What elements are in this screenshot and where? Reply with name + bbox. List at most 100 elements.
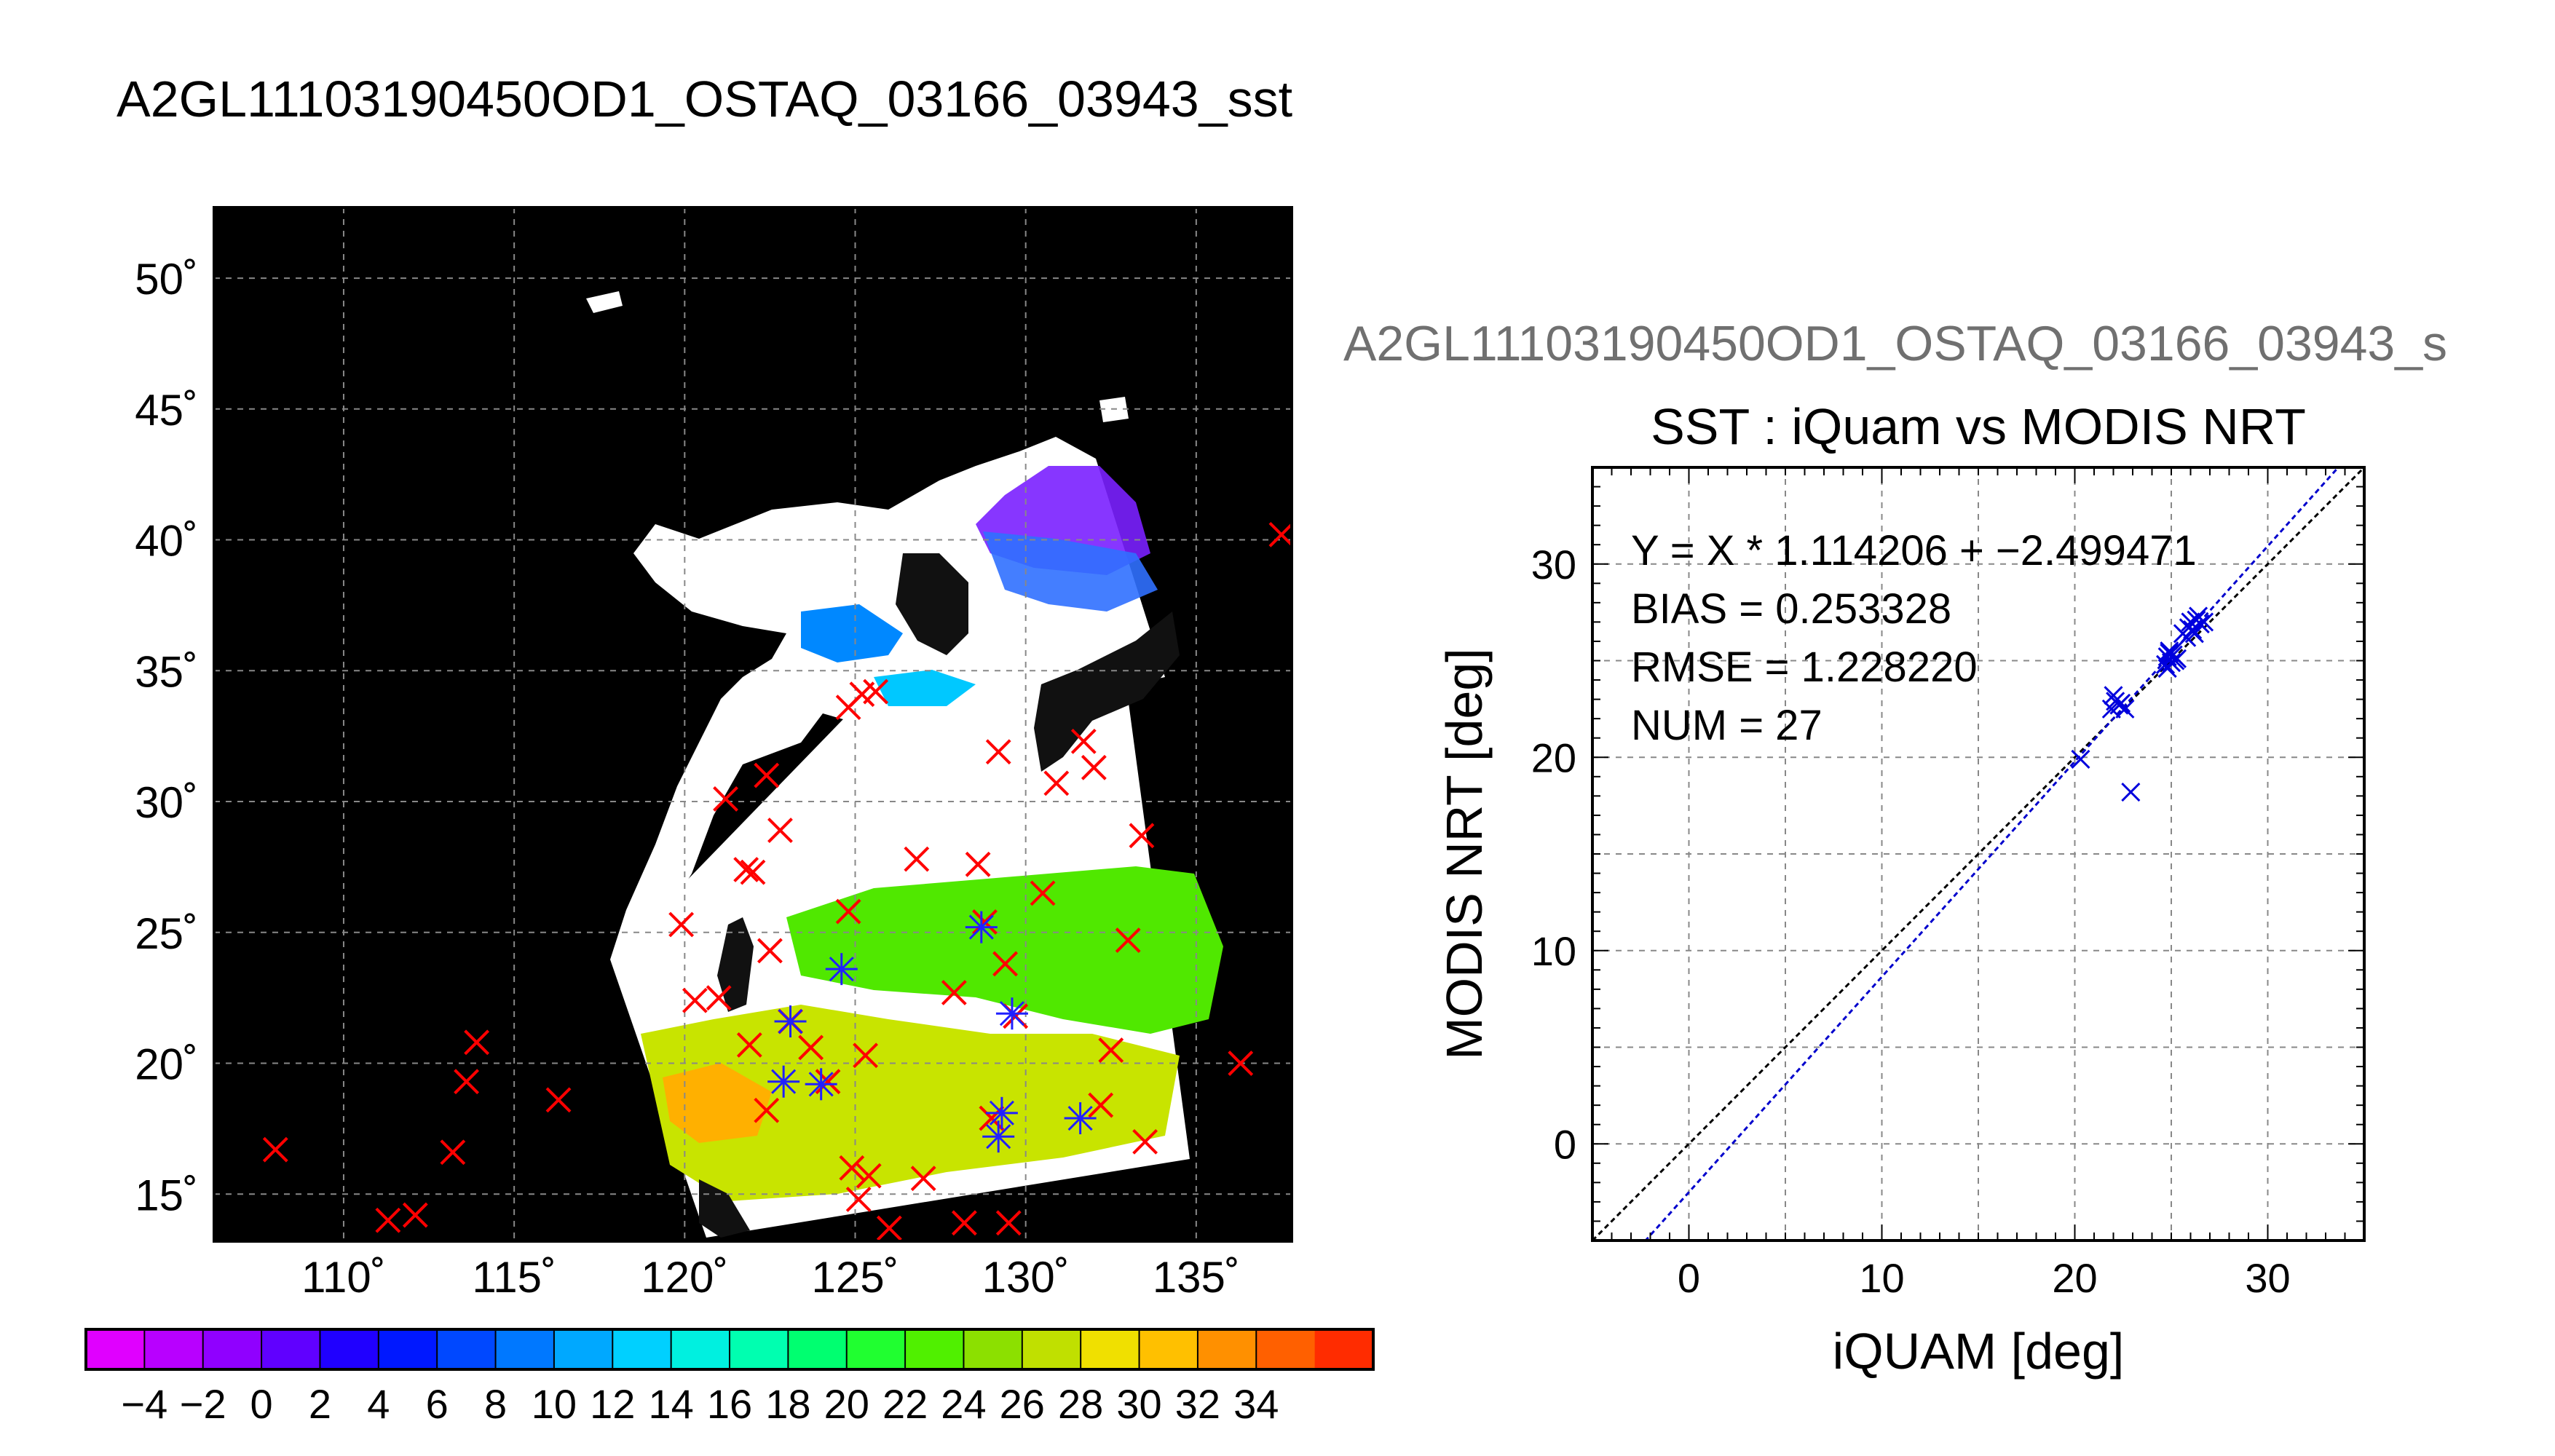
island-north xyxy=(586,291,623,313)
fit-stat-line: NUM = 27 xyxy=(1631,702,1823,749)
x-tick-labels: 0 10 20 30 xyxy=(1678,1255,2291,1301)
red-match-marker xyxy=(985,739,1011,765)
colorbar-tick-label: 26 xyxy=(1000,1381,1045,1427)
lon-tick-label: 130˚ xyxy=(982,1253,1070,1302)
colorbar-cell xyxy=(202,1329,262,1369)
colorbar-cell xyxy=(963,1329,1023,1369)
red-match-marker xyxy=(1081,754,1107,780)
red-match-marker xyxy=(464,1029,490,1056)
red-match-marker xyxy=(682,987,708,1013)
red-match-marker xyxy=(856,1163,882,1189)
luzon-land xyxy=(699,1179,750,1238)
lat-tick-label: 45˚ xyxy=(135,386,198,435)
y-tick-label: 20 xyxy=(1531,735,1576,780)
red-match-markers xyxy=(262,521,1292,1241)
korea-peninsula xyxy=(896,553,968,655)
colorbar-tick-label: 32 xyxy=(1175,1381,1220,1427)
colorbar-cell xyxy=(378,1329,438,1369)
colorbar-cell xyxy=(730,1329,789,1369)
colorbar-tick-label: 24 xyxy=(941,1381,986,1427)
red-match-marker xyxy=(262,1136,288,1163)
red-match-marker xyxy=(853,1042,878,1069)
colorbar-tick-label: 22 xyxy=(882,1381,928,1427)
lon-tick-label: 115˚ xyxy=(472,1253,556,1302)
red-match-marker xyxy=(1070,728,1097,754)
blue-match-marker xyxy=(985,1096,1018,1129)
colorbar-cell xyxy=(1081,1329,1140,1369)
scatter-point xyxy=(2112,693,2131,713)
blue-match-marker xyxy=(995,997,1028,1030)
scatter-point xyxy=(2177,628,2197,647)
red-match-marker xyxy=(706,985,732,1011)
y-axis-label: MODIS NRT [deg] xyxy=(1436,648,1493,1059)
map-gridlines xyxy=(214,207,1292,1241)
red-match-marker xyxy=(845,1187,872,1212)
lon-tick-label: 125˚ xyxy=(811,1253,899,1302)
blue-match-marker xyxy=(982,1120,1015,1153)
red-match-marker xyxy=(545,1087,572,1113)
colorbar-cell xyxy=(1139,1329,1198,1369)
scatter-title: SST : iQuam vs MODIS NRT xyxy=(1651,398,2306,455)
identity-line xyxy=(1592,467,2364,1241)
colorbar: −4 −2 0 2 4 6 8 10 12 14 16 18 20 22 24 26 28 30 32 34 xyxy=(84,1328,1375,1427)
scatter-point xyxy=(2167,649,2187,668)
red-match-marker xyxy=(668,911,695,938)
colorbar-tick-label: 34 xyxy=(1233,1381,1279,1427)
japan-land xyxy=(1034,612,1180,772)
longitude-tick-labels: 110˚ 115˚ 120˚ 125˚ 130˚ 135˚ xyxy=(301,1253,1240,1302)
blue-match-marker xyxy=(965,911,998,943)
scatter-point xyxy=(2187,610,2206,630)
red-match-marker xyxy=(754,1097,780,1123)
main-title: A2GL11103190450OD1_OSTAQ_03166_03943_sst xyxy=(117,71,1292,127)
colorbar-cell xyxy=(261,1329,320,1369)
red-match-marker xyxy=(1129,823,1155,849)
colorbar-tick-label: 8 xyxy=(484,1381,507,1427)
x-tick-label: 30 xyxy=(2245,1255,2290,1301)
colorbar-tick-label: −4 xyxy=(121,1381,167,1427)
lon-tick-label: 135˚ xyxy=(1153,1253,1240,1302)
colorbar-tick-label: 0 xyxy=(250,1381,273,1427)
colorbar-cell xyxy=(846,1329,906,1369)
warm-sst-orange xyxy=(663,1063,772,1143)
lat-tick-label: 50˚ xyxy=(135,255,198,304)
red-match-marker xyxy=(904,846,930,872)
colorbar-cell xyxy=(671,1329,730,1369)
red-match-marker xyxy=(757,938,783,964)
y-tick-label: 0 xyxy=(1554,1121,1576,1167)
colorbar-tick-label: −2 xyxy=(180,1381,226,1427)
scatter-point xyxy=(2155,654,2176,674)
lon-tick-label: 120˚ xyxy=(641,1253,728,1302)
x-tick-label: 10 xyxy=(1859,1255,1904,1301)
colorbar-tick-label: 28 xyxy=(1058,1381,1103,1427)
colorbar-cell xyxy=(905,1329,964,1369)
red-match-marker xyxy=(941,980,967,1005)
scatter-points xyxy=(2071,606,2214,802)
scatter-tick-marks xyxy=(1592,467,2365,1241)
warm-sst-yellowgreen xyxy=(641,1005,1180,1201)
red-match-marker xyxy=(1030,880,1056,906)
colorbar-cell xyxy=(788,1329,848,1369)
lat-tick-label: 40˚ xyxy=(135,517,198,566)
red-match-marker xyxy=(1228,1051,1254,1076)
latitude-tick-labels: 15˚ 20˚ 25˚ 30˚ 35˚ 40˚ 45˚ 50˚ xyxy=(135,255,198,1219)
colorbar-cell xyxy=(1022,1329,1081,1369)
red-match-marker xyxy=(992,951,1018,977)
colorbar-tick-label: 30 xyxy=(1116,1381,1161,1427)
scatter-point xyxy=(2194,612,2214,632)
red-match-marker xyxy=(713,786,738,812)
colorbar-tick-label: 10 xyxy=(532,1381,577,1427)
y-tick-labels: 0 10 20 30 xyxy=(1531,542,1576,1168)
map-frame xyxy=(213,206,1293,1243)
red-match-marker xyxy=(1043,770,1070,796)
red-match-marker xyxy=(402,1202,428,1228)
red-match-marker xyxy=(798,1034,824,1061)
colorbar-cell xyxy=(553,1329,613,1369)
cool-sst-east-china-sea xyxy=(874,670,976,706)
fit-statistics: Y = X * 1.114206 + −2.499471 BIAS = 0.253… xyxy=(1631,527,2197,749)
y-tick-label: 10 xyxy=(1531,928,1576,974)
colorbar-cell xyxy=(437,1329,497,1369)
colorbar-tick-label: 4 xyxy=(367,1381,390,1427)
red-match-marker xyxy=(454,1069,479,1095)
red-match-marker xyxy=(876,1215,902,1241)
red-match-marker xyxy=(910,1166,936,1192)
